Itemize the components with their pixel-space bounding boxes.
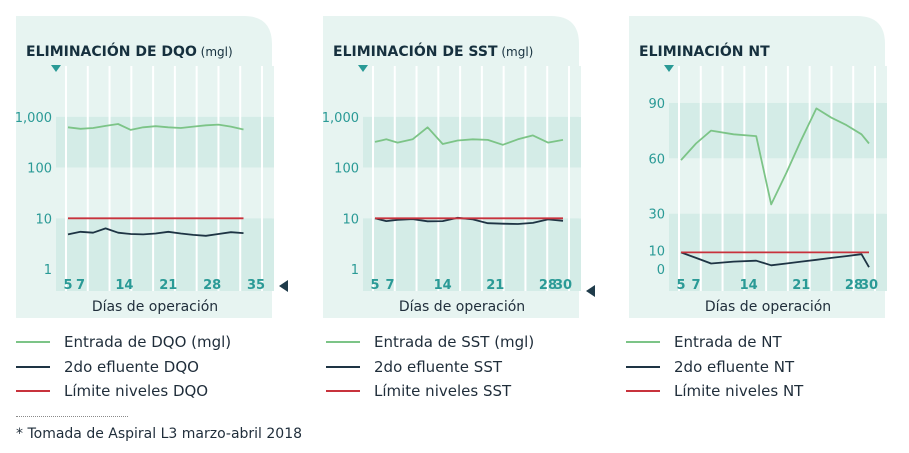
x-tick-label: 21 — [486, 278, 504, 293]
plot-band — [363, 66, 581, 117]
legend-swatch — [16, 390, 50, 393]
legend-nt: Entrada de NT 2do efluente NT Límite niv… — [626, 330, 886, 404]
legend-item-limite: Límite niveles DQO — [16, 379, 276, 404]
y-tick-label: 100 — [27, 162, 52, 177]
x-tick-label: 21 — [159, 278, 177, 293]
plot-band — [56, 218, 274, 269]
footnote-divider — [16, 416, 128, 417]
legend-dqo: Entrada de DQO (mgl) 2do efluente DQO Lí… — [16, 330, 276, 404]
y-tick-label: 90 — [648, 97, 665, 112]
y-tick-label: 30 — [648, 208, 665, 223]
plot-band — [56, 116, 274, 168]
y-tick-label: 60 — [648, 152, 665, 167]
chart-title-unit: (mgl) — [498, 45, 534, 59]
y-tick-label: 1 — [351, 263, 359, 278]
axis-marker-icon — [664, 65, 674, 72]
chart-dqo: ELIMINACIÓN DE DQO (mgl) 1 10 100 1,000 5 7 14 2… — [15, 16, 274, 318]
plot-band — [669, 102, 887, 159]
legend-item-entrada: Entrada de DQO (mgl) — [16, 330, 276, 355]
legend-label: Entrada de NT — [674, 333, 782, 352]
legend-swatch — [16, 341, 50, 344]
prev-arrow-icon[interactable] — [586, 285, 595, 297]
legend-label: 2do efluente DQO — [64, 357, 199, 376]
chart-title: ELIMINACIÓN DE DQO (mgl) — [26, 42, 233, 60]
x-tick-label: 5 — [676, 278, 685, 293]
legend-swatch — [16, 365, 50, 368]
legend-label: Límite niveles SST — [374, 382, 512, 401]
legend-item-efluente: 2do efluente NT — [626, 355, 886, 380]
series-line — [680, 107, 870, 206]
x-axis-label: Días de operación — [705, 299, 831, 315]
plot-band — [669, 213, 887, 269]
legend-label: Límite niveles DQO — [64, 382, 209, 401]
plot-band — [363, 218, 581, 269]
x-tick-label: 14 — [434, 278, 452, 293]
series-line — [374, 126, 564, 146]
x-tick-label: 30 — [554, 278, 572, 293]
y-tick-label: 1,000 — [15, 111, 52, 126]
legend-item-efluente: 2do efluente DQO — [16, 355, 276, 380]
legend-swatch — [326, 365, 360, 368]
x-axis-label: Días de operación — [399, 299, 525, 315]
legend-label: Entrada de SST (mgl) — [374, 333, 535, 352]
chart-panel-dqo: ELIMINACIÓN DE DQO (mgl) 1 10 100 1,000 5 7 14 2… — [15, 16, 274, 318]
legend-item-efluente: 2do efluente SST — [326, 355, 586, 380]
x-axis-label: Días de operación — [92, 299, 218, 315]
legend-swatch — [326, 390, 360, 393]
plot-band — [669, 158, 887, 214]
x-tick-label: 7 — [386, 278, 395, 293]
axis-marker-icon — [51, 65, 61, 72]
x-tick-label: 5 — [63, 278, 72, 293]
legend-label: Entrada de DQO (mgl) — [64, 333, 232, 352]
chart-panel-nt: ELIMINACIÓN NT 0 10 30 60 90 5 7 14 21 28 30 Días de… — [629, 16, 887, 318]
x-tick-label: 7 — [692, 278, 701, 293]
plot-band — [669, 66, 887, 103]
chart-title: ELIMINACIÓN NT — [639, 42, 770, 60]
legend-swatch — [626, 341, 660, 344]
prev-arrow-icon[interactable] — [279, 280, 288, 292]
legend-swatch — [626, 365, 660, 368]
legend-item-limite: Límite niveles SST — [326, 379, 586, 404]
axis-marker-icon — [358, 65, 368, 72]
x-tick-label: 7 — [76, 278, 85, 293]
chart-panel-sst: ELIMINACIÓN DE SST (mgl) 1 10 100 1,000 5 7 14 2… — [322, 16, 581, 318]
x-tick-label: 14 — [740, 278, 758, 293]
footnote: * Tomada de Aspiral L3 marzo-abril 2018 — [16, 426, 303, 442]
y-tick-label: 1,000 — [322, 111, 359, 126]
legend-item-entrada: Entrada de SST (mgl) — [326, 330, 586, 355]
legend-item-entrada: Entrada de NT — [626, 330, 886, 355]
legend-swatch — [326, 341, 360, 344]
series-line — [67, 123, 244, 131]
plot-band — [363, 167, 581, 219]
y-tick-label: 0 — [657, 263, 665, 278]
y-tick-label: 100 — [334, 162, 359, 177]
x-tick-label: 28 — [203, 278, 221, 293]
y-tick-label: 10 — [648, 245, 665, 260]
legend-swatch — [626, 390, 660, 393]
chart-title: ELIMINACIÓN DE SST (mgl) — [333, 42, 533, 60]
series-line — [680, 251, 870, 268]
legend-sst: Entrada de SST (mgl) 2do efluente SST Lí… — [326, 330, 586, 404]
y-tick-label: 1 — [44, 263, 52, 278]
plot-band — [56, 167, 274, 219]
series-line — [67, 227, 244, 237]
x-tick-label: 5 — [370, 278, 379, 293]
x-tick-label: 28 — [845, 278, 863, 293]
x-tick-label: 30 — [860, 278, 878, 293]
legend-label: Límite niveles NT — [674, 382, 804, 401]
plot-band — [56, 66, 274, 117]
x-tick-label: 14 — [115, 278, 133, 293]
legend-label: 2do efluente SST — [374, 357, 503, 376]
chart-title-unit: (mgl) — [197, 45, 233, 59]
chart-sst: ELIMINACIÓN DE SST (mgl) 1 10 100 1,000 5 7 14 2… — [322, 16, 581, 318]
legend-label: 2do efluente NT — [674, 357, 795, 376]
x-tick-label: 35 — [247, 278, 265, 293]
x-tick-label: 28 — [539, 278, 557, 293]
y-tick-label: 10 — [35, 212, 52, 227]
legend-item-limite: Límite niveles NT — [626, 379, 886, 404]
x-tick-label: 21 — [792, 278, 810, 293]
y-tick-label: 10 — [342, 212, 359, 227]
